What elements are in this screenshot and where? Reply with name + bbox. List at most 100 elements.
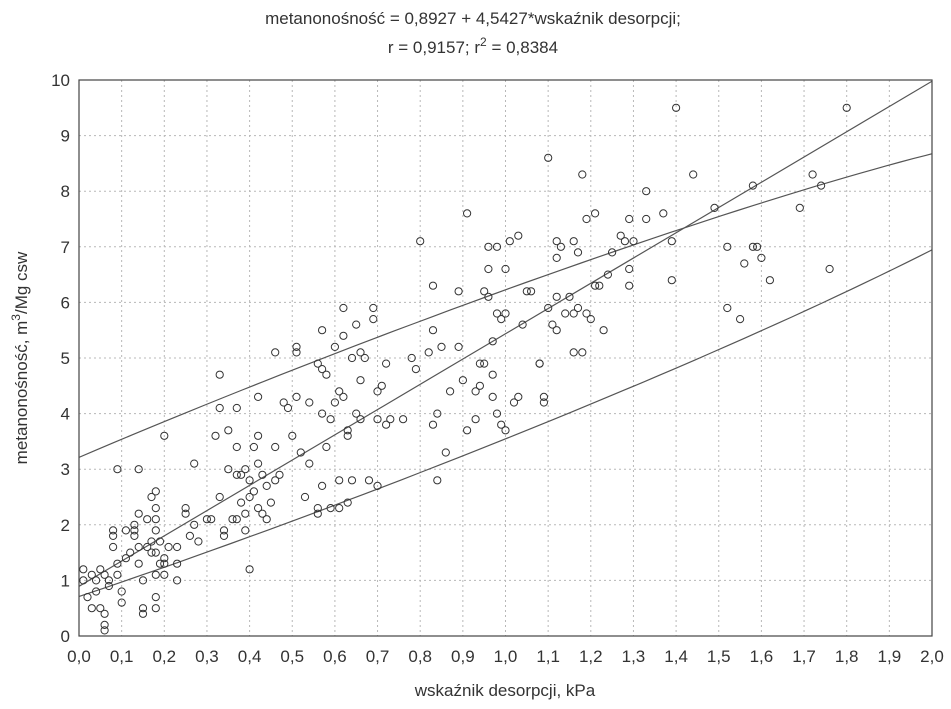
data-point <box>497 315 506 324</box>
data-point <box>535 359 544 368</box>
y-tick-label: 6 <box>61 293 70 312</box>
data-point <box>241 465 250 474</box>
data-point <box>138 576 148 585</box>
y-tick-label: 3 <box>61 460 70 479</box>
data-point <box>795 203 804 212</box>
data-point <box>411 365 420 374</box>
data-point <box>454 342 463 351</box>
y-tick-label: 9 <box>61 127 70 146</box>
data-point <box>232 515 241 524</box>
data-point <box>318 326 327 335</box>
data-point <box>591 281 600 290</box>
data-point <box>488 370 497 379</box>
data-point <box>505 237 514 246</box>
data-point <box>262 515 271 524</box>
data-point <box>723 303 732 313</box>
data-point <box>79 576 88 585</box>
data-point <box>582 214 591 224</box>
data-point <box>842 103 851 112</box>
data-point <box>121 526 131 535</box>
x-tick-label: 1,8 <box>835 647 859 666</box>
data-point <box>573 248 583 257</box>
x-tick-label: 0,4 <box>238 647 262 666</box>
data-point <box>373 415 382 424</box>
data-point <box>428 326 438 335</box>
data-point <box>667 276 676 285</box>
data-point <box>134 465 143 474</box>
data-point <box>552 237 561 246</box>
data-point <box>151 526 160 535</box>
data-point <box>232 470 241 479</box>
data-point <box>356 348 365 357</box>
y-tick-label: 8 <box>61 182 70 201</box>
x-tick-label: 1,3 <box>622 647 646 666</box>
data-point <box>292 348 301 357</box>
data-point <box>740 259 749 268</box>
data-point <box>552 292 561 301</box>
data-point <box>151 570 160 579</box>
data-point <box>544 303 553 313</box>
data-point <box>258 470 267 479</box>
data-point <box>509 398 519 407</box>
data-point <box>113 570 122 579</box>
y-label-suffix: /Mg csw <box>12 251 31 314</box>
data-point <box>753 242 762 251</box>
data-point <box>151 487 160 496</box>
data-point <box>100 626 109 635</box>
data-point <box>241 526 250 535</box>
data-point <box>100 609 109 618</box>
data-point <box>326 415 335 424</box>
data-point <box>254 459 263 468</box>
data-point <box>330 342 339 351</box>
x-tick-label: 2,0 <box>920 647 944 666</box>
data-point <box>569 237 578 246</box>
data-point <box>258 509 267 518</box>
data-point <box>160 559 169 568</box>
data-point <box>488 392 497 401</box>
y-tick-label: 0 <box>61 627 70 646</box>
data-point <box>151 548 160 557</box>
data-point <box>271 348 280 357</box>
data-point <box>433 409 442 418</box>
data-point <box>335 504 344 513</box>
data-point <box>399 415 408 424</box>
data-point <box>215 492 224 502</box>
y-tick-label: 2 <box>61 516 70 535</box>
data-points <box>79 103 851 635</box>
data-point <box>266 498 275 507</box>
data-point <box>710 203 719 212</box>
data-point <box>151 593 160 602</box>
data-point <box>625 264 634 274</box>
y-tick-labels: 0 1 2 3 4 5 6 7 8 9 10 <box>51 71 70 646</box>
data-point <box>723 242 732 251</box>
data-point <box>160 431 169 440</box>
data-point <box>825 264 834 274</box>
data-point <box>245 565 254 574</box>
data-point <box>578 170 587 179</box>
data-point <box>330 398 339 407</box>
data-point <box>433 476 442 485</box>
data-point <box>424 348 433 357</box>
data-point <box>377 381 386 390</box>
data-point <box>382 359 391 368</box>
data-point <box>288 431 297 440</box>
data-point <box>591 209 600 218</box>
data-point <box>245 476 254 485</box>
data-point <box>322 442 331 452</box>
data-point <box>228 515 237 524</box>
data-point <box>151 515 160 524</box>
data-point <box>254 504 263 513</box>
data-point <box>492 409 502 418</box>
data-point <box>463 209 472 218</box>
data-point <box>104 576 114 585</box>
data-point <box>356 376 365 385</box>
data-point <box>237 470 246 479</box>
data-point <box>428 281 438 290</box>
data-point <box>134 509 143 518</box>
x-tick-label: 1,1 <box>536 647 560 666</box>
data-point <box>130 526 139 535</box>
data-point <box>667 237 676 246</box>
data-point <box>160 570 169 579</box>
data-point <box>382 420 391 429</box>
data-point <box>219 531 229 541</box>
